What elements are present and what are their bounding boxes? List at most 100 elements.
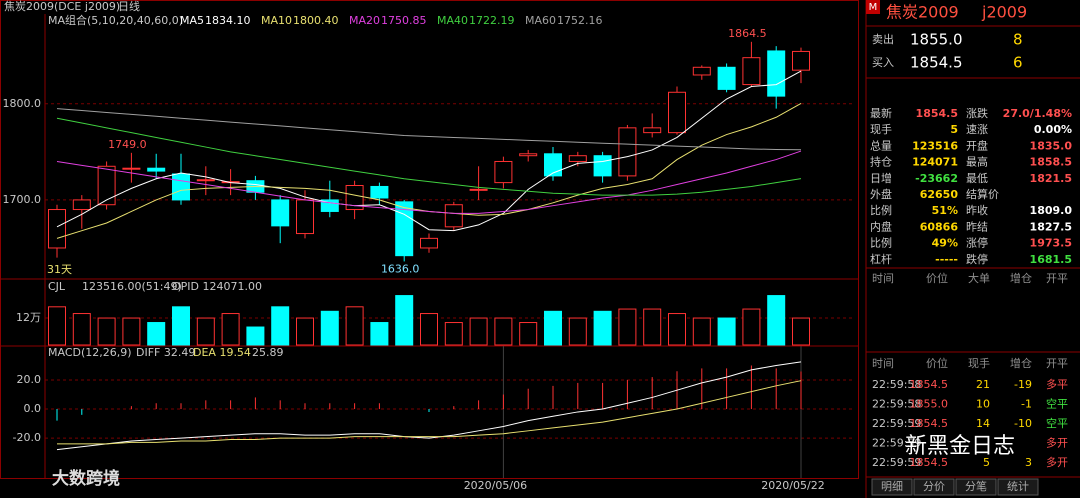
contract-name: 焦炭2009 <box>886 3 959 22</box>
quote-value: 0.00% <box>1034 123 1072 136</box>
quote-label: 持仓 <box>870 155 892 169</box>
column-header: 价位 <box>926 356 948 370</box>
quote-panel: M 焦炭2009 j2009 卖出 1855.0 8 买入 1854.5 6 最… <box>866 0 1073 496</box>
quote-label: 日增 <box>870 171 892 185</box>
quote-value: 1858.5 <box>1030 156 1072 169</box>
quote-value: 27.0/1.48% <box>1003 107 1072 120</box>
candle-body <box>147 167 166 172</box>
watermark: 新黑金日志 <box>905 434 1015 459</box>
tab-label[interactable]: 明细 <box>881 480 903 493</box>
candle-body <box>320 199 339 212</box>
volume-bar <box>97 317 116 346</box>
quote-label: 最低 <box>966 172 988 185</box>
quote-value: ----- <box>935 253 958 266</box>
ask-volume: 8 <box>1013 31 1023 49</box>
macd-name: MACD(12,26,9) <box>48 346 132 359</box>
tick-cell: 22:59:59 <box>872 437 921 450</box>
tab-label[interactable]: 分价 <box>923 480 945 493</box>
tick-cell: 1855.0 <box>910 398 949 411</box>
volume-bar <box>568 317 587 346</box>
quote-value: 60866 <box>920 220 959 233</box>
watermark: 大数跨境 <box>52 468 120 489</box>
opid-legend: OPID 124071.00 <box>172 280 262 293</box>
candle-body <box>593 155 612 177</box>
quote-value: 1827.5 <box>1030 220 1072 233</box>
quote-value: 1973.5 <box>1030 237 1072 250</box>
volume-bar <box>444 322 463 346</box>
candle-body <box>618 127 637 177</box>
quote-value: 124071 <box>912 156 958 169</box>
candle-body <box>444 204 463 228</box>
legend-name: MA10 <box>261 14 292 27</box>
tab-label[interactable]: 分笔 <box>965 479 987 493</box>
quote-value: 1854.5 <box>916 107 958 120</box>
candle-body <box>345 185 364 211</box>
quote-label: 杠杆 <box>870 252 892 266</box>
quote-label: 内盘 <box>870 219 892 233</box>
candle-body <box>668 91 686 134</box>
tab-label[interactable]: 统计 <box>1007 480 1029 493</box>
volume-bar <box>420 313 438 346</box>
macd-legend: 25.89 <box>252 346 284 359</box>
tick-cell: 5 <box>983 456 990 469</box>
column-header: 开平 <box>1046 272 1068 285</box>
y-tick-label: 1700.0 <box>3 193 42 206</box>
legend-value: 1800.40 <box>293 14 339 27</box>
legend-value: 1752.16 <box>557 14 603 27</box>
volume-bar <box>643 308 662 346</box>
quote-label: 比例 <box>870 203 892 217</box>
volume-bar <box>48 306 66 346</box>
tick-cell: 多开 <box>1046 436 1068 450</box>
quote-label: 现手 <box>870 122 892 136</box>
day-count: 31天 <box>47 263 72 276</box>
volume-bar <box>320 310 339 346</box>
y-tick-label: 1800.0 <box>3 97 42 110</box>
volume-bar <box>72 313 91 346</box>
volume-bar <box>593 310 612 346</box>
ma-line <box>56 70 802 232</box>
tick-cell: 多平 <box>1046 377 1068 391</box>
tab[interactable] <box>997 478 1039 496</box>
volume-bar <box>767 295 786 346</box>
volume-bar <box>246 326 265 346</box>
candle-body <box>519 153 538 157</box>
tick-cell: 22:59:59 <box>872 456 921 469</box>
tab[interactable] <box>955 478 997 496</box>
quote-value: 62650 <box>920 188 959 201</box>
tick-cell: 1854.5 <box>910 456 949 469</box>
quote-label: 昨收 <box>966 203 988 217</box>
volume-bar <box>618 308 637 346</box>
column-header: 开平 <box>1046 357 1068 370</box>
legend-value: 1834.10 <box>205 14 251 27</box>
volume-bar <box>271 306 290 346</box>
column-header: 现手 <box>968 356 990 370</box>
quote-value: 49% <box>932 237 958 250</box>
quote-label: 跌停 <box>966 252 988 266</box>
quote-value: 1835.0 <box>1030 139 1073 152</box>
quote-value: 5 <box>950 123 958 136</box>
ask-price: 1855.0 <box>910 31 963 49</box>
tick-cell: 22:59:59 <box>872 417 921 430</box>
tick-cell: 22:59:58 <box>872 378 921 391</box>
quote-label: 最高 <box>966 155 988 169</box>
quote-value: 1821.5 <box>1030 172 1072 185</box>
plot: 1800.0 1700.0 12万 20.0 0.0 -20.0 MA5 1834.10 MA1… <box>3 14 855 492</box>
tick-cell: 空平 <box>1046 416 1068 430</box>
indicator-label: MA组合(5,10,20,40,60,0) <box>48 13 183 27</box>
candle-body <box>196 179 215 182</box>
tab[interactable] <box>913 478 955 496</box>
dea-line <box>57 380 802 445</box>
candle-body <box>692 66 711 76</box>
tick-cell: 21 <box>976 378 990 391</box>
ma-line <box>56 150 802 214</box>
volume-bar <box>345 306 364 346</box>
volume-bar <box>742 308 761 346</box>
column-header: 时间 <box>872 357 894 370</box>
tab[interactable] <box>871 478 913 496</box>
annotation: 1864.5 <box>728 27 767 40</box>
tick-cell: 22:59:58 <box>872 398 921 411</box>
y-tick-label: 0.0 <box>24 402 42 415</box>
legend-value: 1722.19 <box>469 14 515 27</box>
